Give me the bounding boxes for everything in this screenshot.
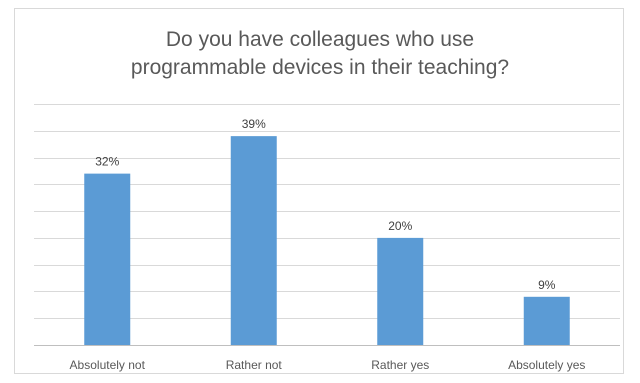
- gridlines: [34, 104, 620, 346]
- data-label: 9%: [538, 278, 556, 292]
- x-tick-label: Rather yes: [371, 358, 429, 372]
- data-label: 39%: [242, 117, 266, 131]
- data-label: 32%: [95, 155, 119, 169]
- bar-absolutely-not: [84, 173, 131, 345]
- bars: [84, 136, 570, 345]
- chart-title: Do you have colleagues who use programmab…: [130, 28, 510, 79]
- x-tick-label: Rather not: [226, 358, 283, 372]
- x-tick-label: Absolutely yes: [508, 358, 585, 372]
- bar-rather-not: [230, 136, 277, 345]
- x-tick-label: Absolutely not: [70, 358, 146, 372]
- bar-absolutely-yes: [523, 296, 570, 345]
- bar-rather-yes: [377, 237, 424, 345]
- labels: 32% Absolutely not 39% Rather not 20% Rather …: [70, 117, 586, 372]
- data-label: 20%: [388, 219, 412, 233]
